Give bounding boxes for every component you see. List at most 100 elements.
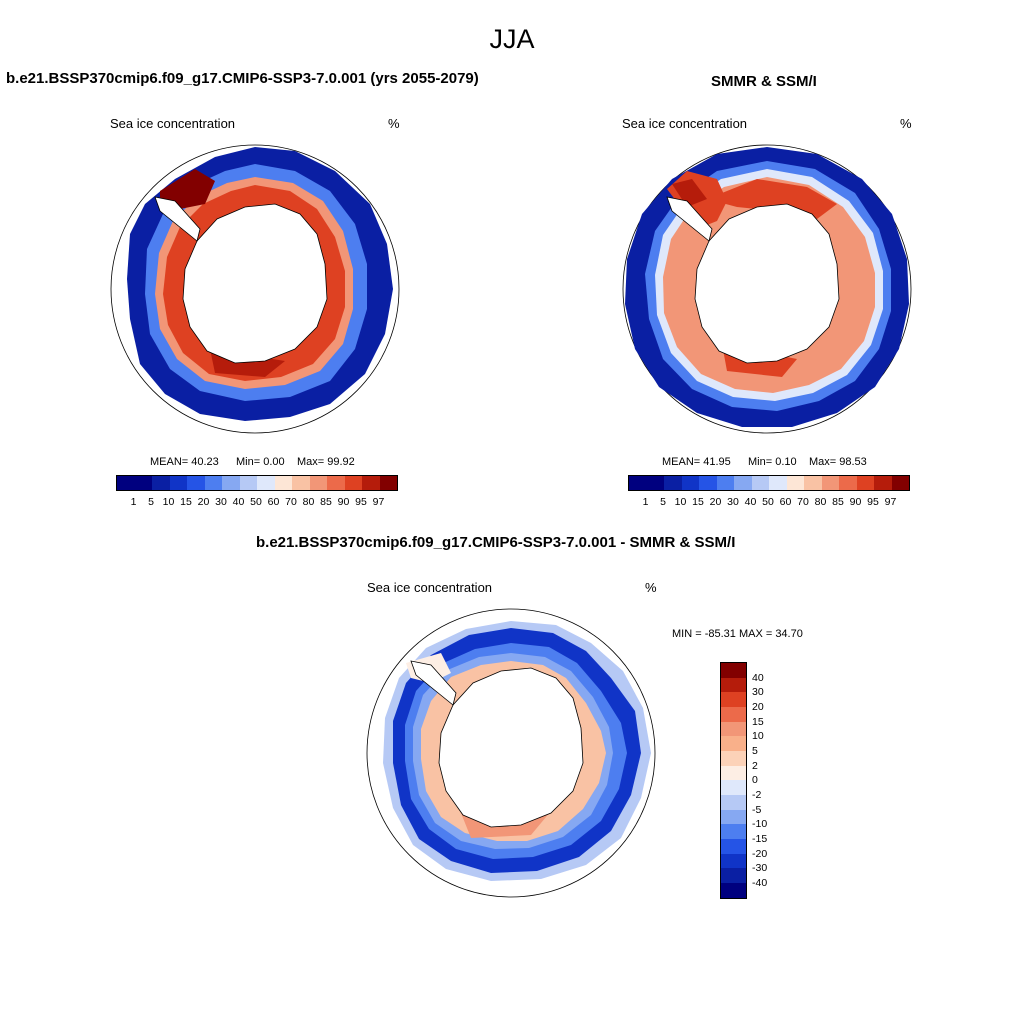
colorbar-tick-label: 85: [832, 496, 844, 508]
colorbar-swatch: [379, 476, 397, 490]
colorbar-tick-label: -10: [752, 818, 768, 831]
colorbar-swatch: [664, 476, 682, 490]
panel1-title: b.e21.BSSP370cmip6.f09_g17.CMIP6-SSP3-7.…: [6, 70, 479, 87]
colorbar-swatch: [769, 476, 787, 490]
panel1-max: Max= 99.92: [297, 456, 355, 468]
panel2-variable: Sea ice concentration: [622, 116, 748, 131]
colorbar-tick-label: 85: [320, 496, 332, 508]
colorbar-swatch: [721, 882, 746, 898]
colorbar-tick-label: 15: [180, 496, 192, 508]
colorbar-swatch: [804, 476, 822, 490]
panel1-map: [110, 144, 400, 434]
colorbar-tick-label: 10: [162, 496, 175, 508]
colorbar-swatch: [134, 476, 152, 490]
colorbar-tick-label: 50: [762, 496, 774, 508]
colorbar-tick-label: -30: [752, 862, 768, 875]
colorbar-swatch: [327, 476, 345, 490]
colorbar-swatch: [629, 476, 647, 490]
colorbar-swatch: [721, 706, 746, 722]
colorbar-tick-label: 80: [814, 496, 827, 508]
colorbar-swatch: [274, 476, 292, 490]
colorbar-tick-label: 90: [337, 496, 350, 508]
figure-title: JJA: [489, 24, 535, 54]
colorbar-tick-label: 95: [867, 496, 879, 508]
colorbar-tick-label: 50: [250, 496, 262, 508]
panel3-colorbar: [720, 662, 747, 899]
colorbar-tick-label: 10: [674, 496, 687, 508]
panel2-max: Max= 98.53: [809, 456, 867, 468]
colorbar-swatch: [721, 750, 746, 766]
colorbar-swatch: [721, 736, 746, 751]
colorbar-swatch: [699, 476, 717, 490]
panel2-colorbar-ticks: 1 5 10 15 20 30 40 50 60 70 80 85 90 95 97: [628, 496, 908, 510]
colorbar-tick-label: 5: [148, 496, 154, 508]
panel3-title: b.e21.BSSP370cmip6.f09_g17.CMIP6-SSP3-7.…: [256, 534, 736, 551]
colorbar-swatch: [856, 476, 874, 490]
colorbar-tick-label: 60: [267, 496, 280, 508]
panel1-variable: Sea ice concentration: [110, 116, 236, 131]
colorbar-swatch: [681, 476, 699, 490]
colorbar-swatch: [874, 476, 892, 490]
colorbar-tick-label: 1: [130, 496, 137, 508]
colorbar-swatch: [721, 663, 746, 678]
colorbar-swatch: [239, 476, 257, 490]
colorbar-tick-label: 20: [197, 496, 210, 508]
colorbar-swatch: [721, 853, 746, 869]
colorbar-tick-label: 97: [372, 496, 385, 508]
colorbar-tick-label: 30: [727, 496, 739, 508]
colorbar-tick-label: 5: [660, 496, 666, 508]
colorbar-swatch: [821, 476, 839, 490]
colorbar-tick-label: 5: [752, 744, 758, 757]
colorbar-tick-label: -5: [752, 803, 762, 816]
panel2-map: [622, 144, 912, 434]
colorbar-tick-label: 30: [752, 686, 764, 699]
colorbar-swatch: [721, 838, 746, 854]
colorbar-swatch: [721, 809, 746, 825]
colorbar-swatch: [721, 765, 746, 781]
colorbar-tick-label: 40: [752, 671, 764, 684]
panel1-units: %: [388, 116, 400, 131]
colorbar-swatch: [257, 476, 275, 490]
panel2-min: Min= 0.10: [748, 456, 797, 468]
colorbar-swatch: [222, 476, 240, 490]
colorbar-tick-label: 95: [355, 496, 367, 508]
panel1-colorbar: [116, 475, 398, 491]
colorbar-swatch: [839, 476, 857, 490]
colorbar-swatch: [786, 476, 804, 490]
colorbar-swatch: [721, 824, 746, 839]
colorbar-swatch: [152, 476, 170, 490]
colorbar-tick-label: 20: [709, 496, 722, 508]
colorbar-tick-label: 40: [744, 496, 757, 508]
panel2-units: %: [900, 116, 912, 131]
panel3-range: MIN = -85.31 MAX = 34.70: [672, 628, 803, 640]
colorbar-tick-label: 1: [642, 496, 649, 508]
colorbar-tick-label: 30: [215, 496, 227, 508]
panel2-mean: MEAN= 41.95: [662, 456, 731, 468]
colorbar-swatch: [721, 868, 746, 883]
colorbar-tick-label: 10: [752, 730, 764, 743]
colorbar-swatch: [734, 476, 752, 490]
colorbar-tick-label: 2: [752, 759, 758, 772]
colorbar-swatch: [169, 476, 187, 490]
colorbar-swatch: [344, 476, 362, 490]
colorbar-swatch: [646, 476, 664, 490]
panel2-title: SMMR & SSM/I: [711, 73, 817, 90]
colorbar-tick-label: -2: [752, 788, 762, 801]
colorbar-tick-label: -15: [752, 832, 768, 845]
colorbar-tick-label: 80: [302, 496, 315, 508]
colorbar-tick-label: 70: [797, 496, 809, 508]
colorbar-tick-label: 15: [752, 715, 764, 728]
colorbar-swatch: [204, 476, 222, 490]
colorbar-tick-label: 15: [692, 496, 704, 508]
colorbar-swatch: [721, 780, 746, 795]
panel1-min: Min= 0.00: [236, 456, 285, 468]
colorbar-swatch: [721, 692, 746, 707]
colorbar-swatch: [716, 476, 734, 490]
colorbar-tick-label: 70: [285, 496, 297, 508]
colorbar-swatch: [292, 476, 310, 490]
panel1-colorbar-ticks: 1 5 10 15 20 30 40 50 60 70 80 85 90 95 97: [116, 496, 396, 510]
colorbar-tick-label: 90: [849, 496, 862, 508]
colorbar-swatch: [891, 476, 909, 490]
colorbar-tick-label: 40: [232, 496, 245, 508]
colorbar-swatch: [721, 794, 746, 810]
